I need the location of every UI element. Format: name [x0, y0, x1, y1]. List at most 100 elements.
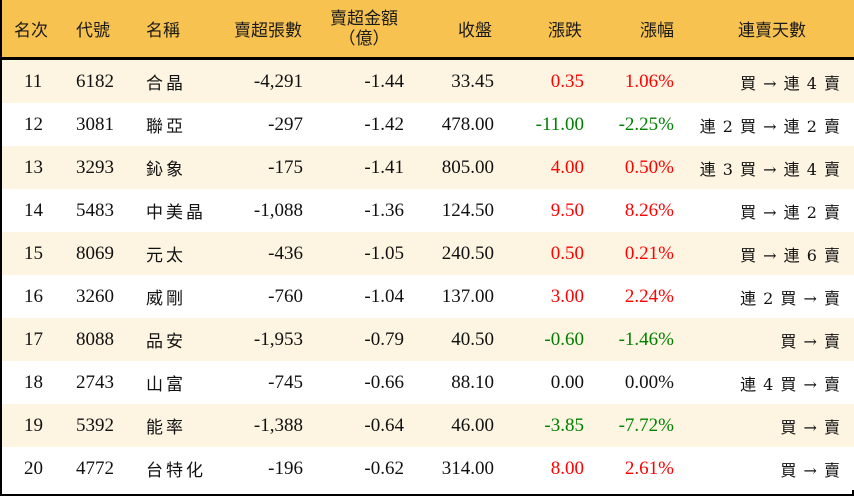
cell-net-sell-lots: -4,291	[253, 70, 303, 92]
cell-code: 8069	[76, 242, 114, 264]
cell-rank: 15	[24, 242, 43, 264]
cell-name: 聯亞	[146, 117, 186, 137]
cell-streak: 買 → 賣	[780, 460, 841, 480]
cell-rank: 16	[24, 285, 43, 307]
cell-net-sell-amount: -1.42	[364, 113, 404, 135]
cell-net-sell-lots: -1,388	[253, 414, 303, 436]
cell-streak: 買 → 賣	[780, 331, 841, 351]
cell-code: 2743	[76, 371, 114, 393]
cell-net-sell-amount: -0.66	[364, 371, 404, 393]
cell-close: 137.00	[441, 285, 494, 307]
cell-code: 3260	[76, 285, 114, 307]
cell-net-sell-lots: -1,088	[253, 199, 303, 221]
cell-change-pct: 0.50%	[624, 156, 674, 178]
cell-code: 4772	[76, 457, 114, 479]
cell-streak: 買 → 賣	[780, 417, 841, 437]
cell-net-sell-lots: -745	[268, 371, 303, 393]
cell-change-pct: 0.21%	[624, 242, 674, 264]
cell-rank: 19	[24, 414, 43, 436]
cell-change-pct: -7.72%	[618, 414, 674, 436]
cell-net-sell-amount: -0.79	[364, 328, 404, 350]
cell-close: 240.50	[441, 242, 494, 264]
cell-code: 3081	[76, 113, 114, 135]
header-change-pct: 漲幅	[640, 21, 674, 41]
cell-change-pct: -2.25%	[618, 113, 674, 135]
header-change: 漲跌	[548, 21, 582, 41]
cell-close: 124.50	[441, 199, 494, 221]
cell-streak: 連 4 買 → 賣	[740, 374, 841, 394]
cell-net-sell-amount: -1.36	[364, 199, 404, 221]
table-body: 11 6182 合晶 -4,291 -1.44 33.45 0.35 1.06% 買 → 連 4…	[2, 60, 854, 490]
cell-streak: 連 2 買 → 賣	[740, 288, 841, 308]
cell-net-sell-lots: -175	[268, 156, 303, 178]
cell-name: 中美晶	[146, 203, 206, 223]
table-row: 17 8088 品安 -1,953 -0.79 40.50 -0.60 -1.46% 買 → 賣	[2, 318, 854, 361]
table-row: 11 6182 合晶 -4,291 -1.44 33.45 0.35 1.06% 買 → 連 4…	[2, 60, 854, 103]
cell-rank: 11	[24, 70, 43, 92]
cell-net-sell-lots: -436	[268, 242, 303, 264]
table-row: 13 3293 鈊象 -175 -1.41 805.00 4.00 0.50% 連 3 買 → …	[2, 146, 854, 189]
cell-net-sell-amount: -1.05	[364, 242, 404, 264]
cell-close: 314.00	[441, 457, 494, 479]
cell-close: 88.10	[451, 371, 494, 393]
cell-net-sell-amount: -1.41	[364, 156, 404, 178]
table-row: 19 5392 能率 -1,388 -0.64 46.00 -3.85 -7.72% 買 → 賣	[2, 404, 854, 447]
header-close: 收盤	[458, 21, 492, 41]
cell-close: 40.50	[451, 328, 494, 350]
cell-net-sell-amount: -1.04	[364, 285, 404, 307]
cell-code: 6182	[76, 70, 114, 92]
cell-close: 805.00	[441, 156, 494, 178]
cell-name: 台特化	[146, 461, 206, 481]
cell-name: 能率	[146, 418, 186, 438]
cell-name: 鈊象	[146, 160, 186, 180]
cell-change: 9.50	[550, 199, 584, 221]
header-streak: 連賣天數	[738, 21, 806, 41]
cell-code: 5483	[76, 199, 114, 221]
cell-rank: 12	[24, 113, 43, 135]
table-header: 名次 代號 名稱 賣超張數 賣超金額 （億） 收盤 漲跌 漲幅 連賣天數	[2, 0, 854, 60]
header-net-sell-amount-line1: 賣超金額	[330, 8, 398, 29]
cell-rank: 13	[24, 156, 43, 178]
cell-change: 0.35	[550, 70, 584, 92]
cell-rank: 14	[24, 199, 43, 221]
cell-net-sell-amount: -1.44	[364, 70, 404, 92]
cell-streak: 買 → 連 2 賣	[740, 202, 841, 222]
cell-change-pct: 0.00%	[624, 371, 674, 393]
cell-change-pct: 2.61%	[624, 457, 674, 479]
cell-change-pct: -1.46%	[618, 328, 674, 350]
cell-change-pct: 8.26%	[624, 199, 674, 221]
cell-net-sell-amount: -0.62	[364, 457, 404, 479]
cell-streak: 連 2 買 → 連 2 賣	[699, 116, 841, 136]
cell-change: -11.00	[535, 113, 584, 135]
cell-change: 0.50	[550, 242, 584, 264]
cell-change: -0.60	[544, 328, 584, 350]
header-net-sell-lots: 賣超張數	[234, 21, 302, 41]
header-code: 代號	[76, 21, 110, 41]
header-net-sell-amount-line2: （億）	[338, 28, 390, 49]
table-row: 12 3081 聯亞 -297 -1.42 478.00 -11.00 -2.25% 連 2 買…	[2, 103, 854, 146]
cell-change: 3.00	[550, 285, 584, 307]
cell-close: 33.45	[451, 70, 494, 92]
cell-streak: 買 → 連 6 賣	[740, 245, 841, 265]
cell-change: 4.00	[550, 156, 584, 178]
cell-close: 46.00	[451, 414, 494, 436]
cell-rank: 20	[24, 457, 43, 479]
cell-change: 0.00	[550, 371, 584, 393]
cell-change: 8.00	[550, 457, 584, 479]
table-row: 14 5483 中美晶 -1,088 -1.36 124.50 9.50 8.26% 買 → 連…	[2, 189, 854, 232]
table-row: 20 4772 台特化 -196 -0.62 314.00 8.00 2.61% 買 → 賣	[2, 447, 854, 490]
cell-code: 5392	[76, 414, 114, 436]
table-row: 16 3260 威剛 -760 -1.04 137.00 3.00 2.24% 連 2 買 → …	[2, 275, 854, 318]
header-net-sell-amount: 賣超金額 （億）	[324, 0, 404, 57]
cell-change-pct: 2.24%	[624, 285, 674, 307]
cell-name: 山富	[146, 375, 186, 395]
cell-streak: 買 → 連 4 賣	[740, 73, 841, 93]
cell-net-sell-lots: -196	[268, 457, 303, 479]
cell-net-sell-lots: -297	[268, 113, 303, 135]
cell-code: 8088	[76, 328, 114, 350]
cell-code: 3293	[76, 156, 114, 178]
cell-rank: 17	[24, 328, 43, 350]
cell-name: 威剛	[146, 289, 186, 309]
header-name: 名稱	[146, 21, 180, 41]
